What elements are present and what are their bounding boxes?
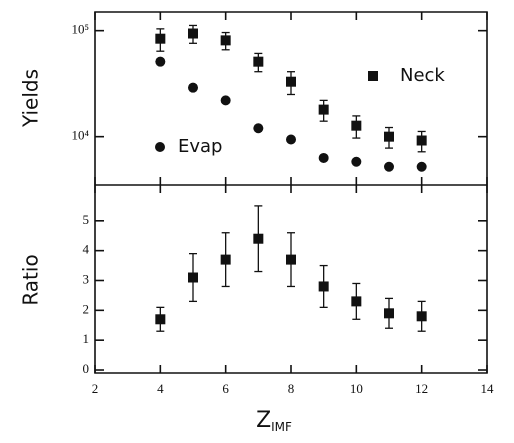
- point: [155, 314, 166, 325]
- y-tick-label: 0: [83, 361, 90, 376]
- point: [220, 35, 231, 46]
- x-tick-label: 6: [222, 381, 229, 396]
- point: [416, 161, 427, 172]
- point: [188, 28, 198, 39]
- y-tick-label: 2: [83, 301, 90, 316]
- point: [188, 82, 198, 93]
- point: [416, 135, 427, 146]
- x-tick-label: 14: [481, 381, 495, 396]
- x-label-sub: IMF: [271, 420, 292, 434]
- point: [318, 152, 329, 163]
- y-tick-label: 10⁴: [71, 128, 89, 143]
- point: [253, 233, 264, 244]
- point: [188, 272, 198, 283]
- point: [351, 120, 362, 131]
- point: [384, 308, 394, 319]
- point: [318, 281, 329, 292]
- y-tick-label: 10⁵: [71, 22, 89, 37]
- point: [155, 33, 166, 44]
- y-tick-label: 3: [83, 271, 90, 286]
- x-tick-label: 12: [415, 381, 428, 396]
- point: [384, 161, 394, 172]
- y-tick-label: 4: [83, 242, 90, 257]
- point: [220, 95, 231, 106]
- x-label-main: Z: [256, 408, 271, 433]
- point: [286, 134, 296, 145]
- y-axis-label: Yields: [19, 69, 43, 128]
- point: [384, 131, 394, 142]
- legend-marker: [368, 71, 378, 81]
- point: [286, 76, 296, 87]
- point: [220, 254, 231, 265]
- point: [286, 254, 296, 265]
- legend-label: Evap: [178, 136, 222, 157]
- y-tick-label: 1: [83, 331, 90, 346]
- x-tick-label: 4: [157, 381, 164, 396]
- x-tick-label: 10: [350, 381, 363, 396]
- point: [318, 104, 329, 115]
- legend-label: Neck: [400, 65, 445, 86]
- point: [253, 123, 264, 134]
- point: [351, 156, 362, 167]
- x-axis-label: ZIMF: [256, 408, 292, 434]
- point: [416, 311, 427, 322]
- y-axis-label: Ratio: [19, 254, 43, 305]
- point: [351, 296, 362, 307]
- point: [155, 56, 166, 67]
- point: [253, 56, 264, 67]
- legend-marker: [155, 142, 165, 152]
- y-tick-label: 5: [83, 212, 90, 227]
- x-tick-label: 8: [288, 381, 295, 396]
- x-tick-label: 2: [92, 381, 99, 396]
